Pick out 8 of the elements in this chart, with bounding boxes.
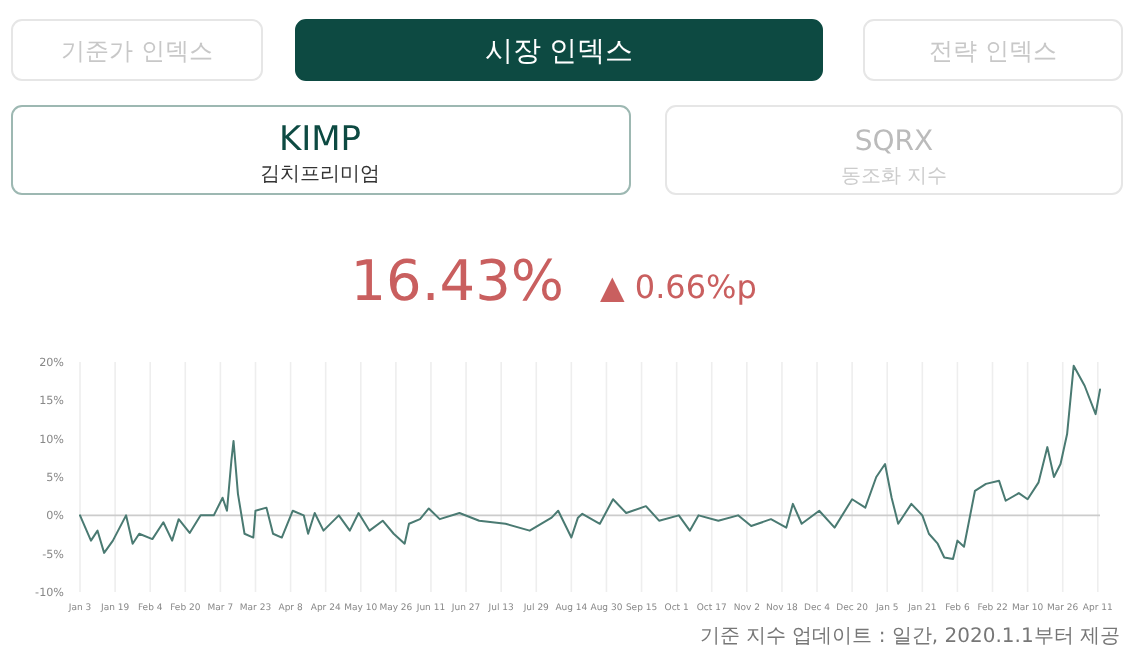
line-series xyxy=(79,364,1101,561)
text: SQRX xyxy=(854,126,935,158)
text: 기준 지수 업데이트 : 일간, 2020.1.1부터 제공 xyxy=(699,626,1120,648)
chart-title: KIMP xyxy=(278,120,362,160)
text: 시장 인덱스 xyxy=(484,36,634,69)
text: 16.43% xyxy=(350,248,564,314)
chart-subtitle: 김치프리미엄 xyxy=(260,164,380,186)
text: ▲ 0.66%p xyxy=(600,268,757,306)
